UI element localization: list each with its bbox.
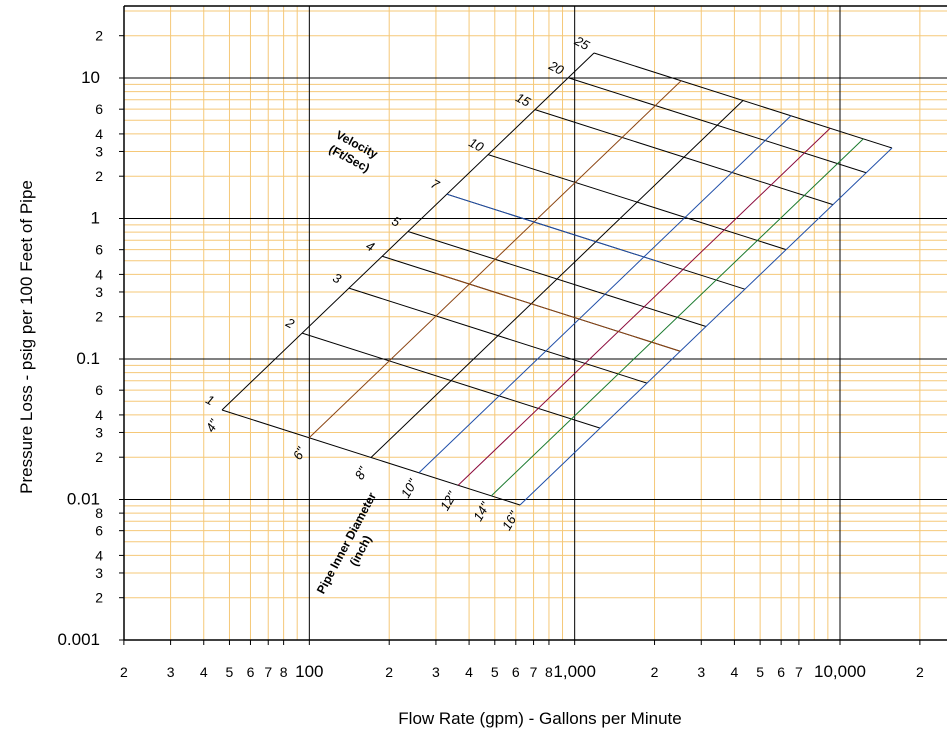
x-tick-label: 4 <box>731 664 739 680</box>
y-tick-label: 4 <box>95 266 103 282</box>
y-tick-label: 3 <box>95 284 103 300</box>
x-tick-label: 7 <box>795 664 803 680</box>
x-tick-label: 10,000 <box>814 662 866 681</box>
diameter-line <box>458 128 830 485</box>
y-tick-label: 2 <box>95 168 103 184</box>
x-axis-title: Flow Rate (gpm) - Gallons per Minute <box>398 709 681 728</box>
y-tick-label: 0.1 <box>76 349 100 368</box>
x-tick-label: 5 <box>226 664 234 680</box>
diameter-label: 16" <box>499 508 522 533</box>
x-tick-label: 5 <box>756 664 764 680</box>
velocity-label: 1 <box>203 392 216 409</box>
x-tick-label: 4 <box>200 664 208 680</box>
diameter-label: 8" <box>352 463 372 482</box>
y-tick-label: 2 <box>95 28 103 44</box>
velocity-label: 3 <box>330 270 344 287</box>
diameter-line <box>222 53 594 410</box>
y-tick-label: 4 <box>95 126 103 142</box>
y-tick-label: 1 <box>91 209 100 228</box>
x-tick-label: 3 <box>432 664 440 680</box>
y-tick-label: 10 <box>81 68 100 87</box>
x-tick-label: 6 <box>777 664 785 680</box>
x-tick-label: 3 <box>167 664 175 680</box>
diameter-axis-title: Pipe Inner Diameter(inch) <box>314 490 394 604</box>
diameter-line <box>491 139 863 496</box>
y-tick-label: 2 <box>95 590 103 606</box>
y-tick-label: 3 <box>95 143 103 159</box>
grid <box>124 6 947 640</box>
axes: 2 3 4 5 6 7 8 100 2 3 4 5 6 7 8 1,000 2 3 4 5 6 7 10,000 20.001… <box>57 6 947 681</box>
x-tick-label: 3 <box>697 664 705 680</box>
diameter-line <box>419 116 791 473</box>
x-tick-label: 2 <box>651 664 659 680</box>
y-tick-label: 0.01 <box>67 490 100 509</box>
y-tick-label: 4 <box>95 547 103 563</box>
y-tick-label: 2 <box>95 309 103 325</box>
x-tick-label: 8 <box>545 664 553 680</box>
velocity-label: 5 <box>389 213 403 230</box>
diameter-label: 10" <box>398 475 421 500</box>
x-tick-label: 2 <box>916 664 924 680</box>
x-tick-label: 6 <box>512 664 520 680</box>
y-tick-label: 0.001 <box>57 630 100 649</box>
x-tick-label: 100 <box>295 662 323 681</box>
x-tick-label: 2 <box>385 664 393 680</box>
y-tick-label: 6 <box>95 101 103 117</box>
x-tick-label: 6 <box>247 664 255 680</box>
diameter-label: 14" <box>470 498 493 523</box>
x-tick-label: 5 <box>491 664 499 680</box>
diameter-line <box>371 101 743 458</box>
diameter-label: 4" <box>203 416 223 435</box>
x-tick-label: 8 <box>280 664 288 680</box>
y-tick-label: 3 <box>95 424 103 440</box>
diameter-label: 12" <box>437 488 460 513</box>
diameter-label: 6" <box>290 443 310 462</box>
y-tick-label: 4 <box>95 407 103 423</box>
x-tick-label: 7 <box>264 664 272 680</box>
x-tick-label: 1,000 <box>553 662 596 681</box>
y-axis-title: Pressure Loss - psig per 100 Feet of Pip… <box>17 180 36 494</box>
y-tick-label: 6 <box>95 242 103 258</box>
diameter-line <box>520 148 892 505</box>
x-tick-label: 4 <box>465 664 473 680</box>
velocity-highlight-line <box>447 194 662 262</box>
x-tick-label: 7 <box>530 664 538 680</box>
y-tick-label: 6 <box>95 382 103 398</box>
y-tick-label: 6 <box>95 523 103 539</box>
y-tick-label: 2 <box>95 449 103 465</box>
velocity-label: 7 <box>428 176 442 193</box>
x-tick-label: 2 <box>120 664 128 680</box>
y-tick-label: 3 <box>95 565 103 581</box>
